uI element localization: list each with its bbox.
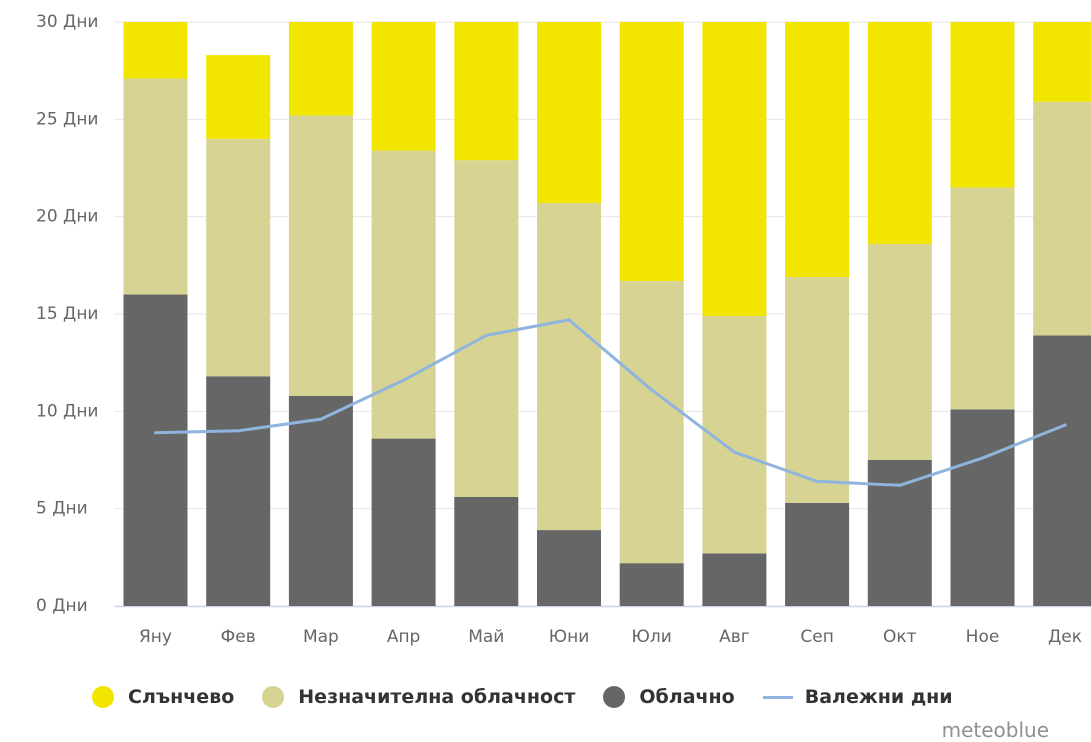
line-point: [898, 483, 902, 487]
precipitation-line: [154, 318, 1067, 487]
x-tick-label: Май: [468, 627, 504, 647]
bar-segment: [123, 294, 188, 606]
bar-segment: [950, 22, 1015, 188]
x-axis: Яну Фев Мар Апр Май Юни Юли Авг Сеп Окт Ное Дек: [139, 627, 1082, 647]
bar-segment: [950, 409, 1015, 606]
bar-segment: [702, 553, 767, 606]
y-tick-label: 30 Дни: [36, 12, 98, 32]
bar-segment: [619, 563, 684, 606]
bar-segment: [206, 138, 271, 377]
bar-segment: [123, 78, 188, 295]
x-tick-label: Мар: [303, 627, 339, 647]
grid: [114, 21, 1091, 608]
bar-segment: [867, 22, 932, 244]
bar-segment: [206, 376, 271, 606]
legend-label: Валежни дни: [804, 686, 953, 708]
bar-segment: [371, 22, 436, 151]
x-tick-label: Сеп: [800, 627, 833, 647]
legend-label: Слънчево: [128, 686, 235, 708]
y-tick-label: 5 Дни: [36, 499, 88, 519]
y-tick-label: 0 Дни: [36, 596, 88, 616]
bar-segment: [537, 22, 601, 204]
line-point: [567, 318, 571, 322]
bar-segment: [867, 460, 932, 606]
x-tick-label: Юни: [549, 627, 590, 647]
legend-swatch-precipitation-days: [762, 695, 793, 699]
line-point: [732, 450, 736, 454]
legend-label: Облачно: [639, 686, 735, 708]
bar-segment: [206, 55, 271, 139]
bar-segment: [537, 530, 601, 606]
y-axis: 0 Дни 5 Дни 10 Дни 15 Дни 20 Дни 25 Дни 30 Дни: [36, 12, 98, 616]
line-point: [402, 378, 406, 382]
bar-segment: [288, 22, 353, 116]
line-point: [815, 479, 819, 483]
bar-segment: [619, 280, 684, 564]
line-point: [154, 431, 157, 435]
bar-segment: [454, 160, 519, 497]
bar-segment: [867, 243, 932, 460]
bar-segment: [454, 22, 519, 161]
line-point: [484, 333, 488, 337]
bar-segment: [619, 22, 684, 281]
legend-item-cloudy[interactable]: Облачно: [603, 686, 735, 708]
x-tick-label: Авг: [719, 627, 750, 647]
x-tick-label: Ное: [966, 627, 1000, 647]
x-tick-label: Апр: [387, 627, 421, 647]
line-point: [319, 417, 323, 421]
legend-swatch-partly-cloudy: [262, 686, 285, 708]
bar-segment: [1033, 22, 1091, 102]
series-line: [155, 318, 1066, 487]
legend-item-sunny[interactable]: Слънчево: [92, 686, 234, 708]
bar-segment: [1033, 101, 1091, 336]
bar-segment: [371, 438, 436, 606]
y-tick-label: 25 Дни: [36, 109, 98, 129]
bar-segment: [537, 203, 601, 531]
legend-label: Незначителна облачност: [298, 686, 576, 708]
line-point: [981, 456, 984, 460]
x-tick-label: Яну: [139, 627, 172, 647]
bar-segment: [288, 115, 353, 396]
line-point: [236, 429, 240, 433]
x-tick-label: Дек: [1048, 627, 1082, 647]
legend-swatch-sunny: [92, 686, 114, 708]
legend-item-partly-cloudy[interactable]: Незначителна облачност: [262, 686, 575, 708]
y-tick-label: 20 Дни: [36, 207, 98, 227]
bar-segment: [785, 502, 850, 606]
bar-segment: [702, 22, 767, 316]
y-tick-label: 10 Дни: [36, 401, 98, 421]
bar-segment: [454, 496, 519, 606]
y-tick-label: 15 Дни: [36, 304, 98, 324]
legend-swatch-cloudy: [603, 686, 626, 708]
bar-segment: [371, 150, 436, 439]
line-point: [650, 388, 654, 392]
bar-segment: [785, 277, 850, 503]
line-point: [1063, 423, 1067, 427]
bar-segment: [1033, 335, 1091, 606]
x-tick-label: Окт: [883, 627, 917, 647]
bar-segment: [123, 22, 188, 79]
credit-text[interactable]: meteoblue: [941, 718, 1049, 742]
x-tick-label: Юли: [632, 627, 672, 647]
legend: Слънчево Незначителна облачност Облачно …: [92, 686, 981, 708]
legend-item-precipitation-days[interactable]: Валежни дни: [762, 686, 953, 708]
x-tick-label: Фев: [221, 627, 256, 647]
bar-segment: [785, 22, 850, 278]
bar-segment: [288, 395, 353, 606]
bar-segment: [950, 187, 1015, 410]
